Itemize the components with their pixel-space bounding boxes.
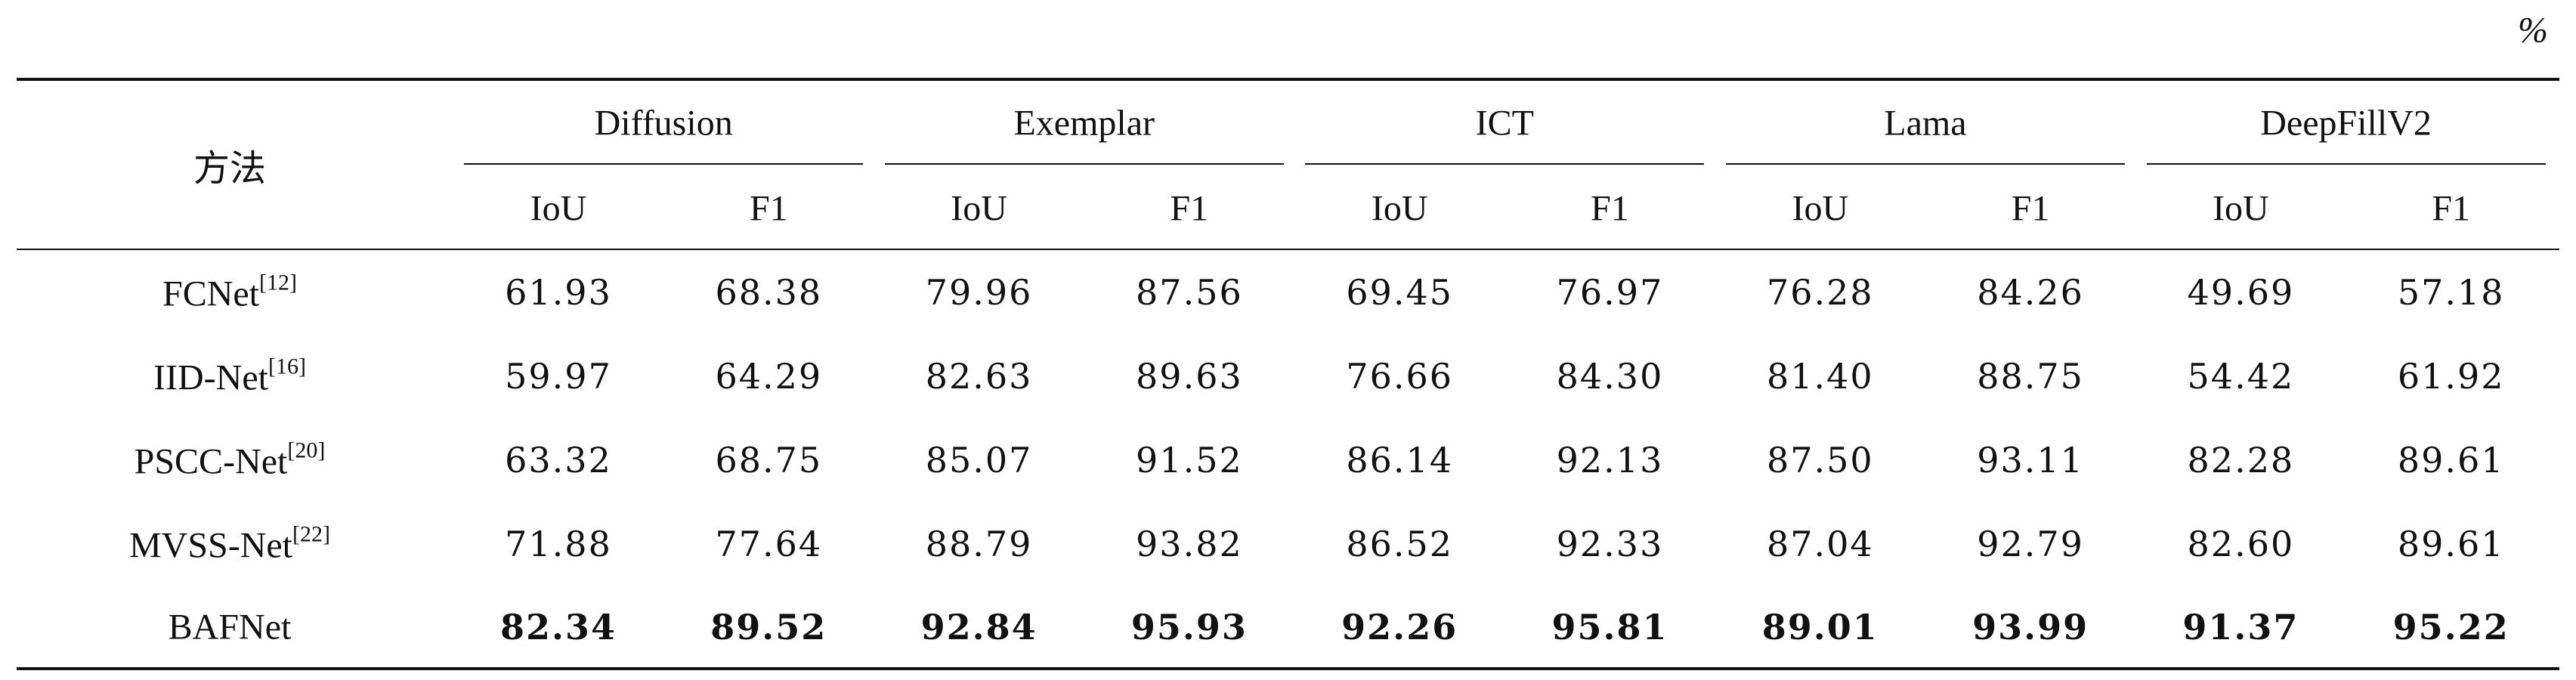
group-header: Lama	[1884, 103, 1967, 144]
method-name: PSCC-Net[20]	[135, 438, 326, 483]
subheader: IoU	[1792, 188, 1849, 229]
method-label: PSCC-Net	[134, 441, 288, 482]
cell-value: 89.61	[2397, 524, 2505, 564]
cell-value: 49.69	[2187, 272, 2295, 313]
cell-value: 88.79	[925, 524, 1033, 564]
subheader: IoU	[2213, 188, 2269, 229]
cell-value: 87.50	[1766, 440, 1874, 481]
cell-value: 92.26	[1341, 607, 1458, 648]
cell-value: 87.04	[1766, 524, 1874, 564]
cell-value: 81.40	[1766, 356, 1874, 397]
cell-value: 77.64	[715, 524, 823, 564]
group-header: Diffusion	[594, 103, 733, 144]
cell-value: 61.93	[505, 272, 612, 313]
cell-value: 76.97	[1556, 272, 1664, 313]
cell-value: 82.34	[499, 607, 617, 648]
cell-value: 89.52	[710, 607, 827, 648]
method-name: FCNet[12]	[162, 270, 297, 315]
method-name: MVSS-Net[22]	[129, 522, 330, 567]
cell-value: 82.63	[925, 356, 1033, 397]
cell-value: 61.92	[2397, 356, 2505, 397]
group-header: Exemplar	[1013, 103, 1155, 144]
top-rule	[17, 78, 2559, 81]
cell-value: 57.18	[2397, 272, 2505, 313]
group-rule	[1305, 163, 1705, 165]
subheader: IoU	[951, 188, 1007, 229]
cell-value: 95.22	[2392, 607, 2510, 648]
method-header: 方法	[193, 149, 267, 189]
cell-value: 69.45	[1346, 272, 1454, 313]
cell-value: 85.07	[925, 440, 1033, 481]
cell-value: 76.66	[1346, 356, 1454, 397]
group-header: ICT	[1475, 103, 1535, 144]
citation: [16]	[267, 354, 306, 379]
cell-value: 92.33	[1556, 524, 1664, 564]
method-label: IID-Net	[153, 357, 268, 398]
cell-value: 59.97	[505, 356, 612, 397]
cell-value: 89.61	[2397, 440, 2505, 481]
cell-value: 82.60	[2187, 524, 2295, 564]
cell-value: 93.99	[1972, 607, 2089, 648]
cell-value: 91.37	[2182, 607, 2299, 648]
citation: [22]	[292, 521, 331, 547]
bottom-rule	[17, 667, 2559, 670]
cell-value: 64.29	[715, 356, 823, 397]
group-rule	[884, 163, 1284, 165]
cell-value: 89.01	[1761, 607, 1879, 648]
subheader: IoU	[530, 188, 587, 229]
subheader: F1	[2432, 188, 2471, 229]
cell-value: 71.88	[505, 524, 612, 564]
header-rule	[17, 249, 2559, 250]
cell-value: 76.28	[1766, 272, 1874, 313]
method-label: FCNet	[162, 274, 260, 314]
cell-value: 93.82	[1136, 524, 1243, 564]
subheader: F1	[1591, 188, 1629, 229]
method-name: IID-Net[16]	[153, 354, 306, 399]
cell-value: 84.30	[1556, 356, 1664, 397]
method-label: BAFNet	[168, 607, 292, 648]
cell-value: 54.42	[2187, 356, 2295, 397]
citation: [12]	[259, 270, 297, 295]
cell-value: 79.96	[925, 272, 1033, 313]
group-rule	[2146, 163, 2546, 165]
cell-value: 92.13	[1556, 440, 1664, 481]
cell-value: 95.81	[1551, 607, 1668, 648]
cell-value: 88.75	[1977, 356, 2084, 397]
cell-value: 93.11	[1977, 440, 2084, 481]
cell-value: 82.28	[2187, 440, 2295, 481]
cell-value: 95.93	[1130, 607, 1248, 648]
cell-value: 89.63	[1136, 356, 1243, 397]
unit: %	[2518, 10, 2548, 51]
cell-value: 92.84	[920, 607, 1038, 648]
group-rule	[464, 163, 864, 165]
group-rule	[1725, 163, 2125, 165]
cell-value: 91.52	[1136, 440, 1243, 481]
citation: [20]	[287, 437, 326, 463]
cell-value: 68.75	[715, 440, 823, 481]
subheader: IoU	[1371, 188, 1428, 229]
cell-value: 84.26	[1977, 272, 2084, 313]
method-name: BAFNet	[169, 607, 292, 648]
cell-value: 68.38	[715, 272, 823, 313]
subheader: F1	[2011, 188, 2050, 229]
cell-value: 63.32	[505, 440, 612, 481]
cell-value: 86.14	[1346, 440, 1454, 481]
cell-value: 86.52	[1346, 524, 1454, 564]
subheader: F1	[749, 188, 788, 229]
method-label: MVSS-Net	[128, 525, 293, 566]
cell-value: 92.79	[1977, 524, 2084, 564]
group-header: DeepFillV2	[2260, 103, 2432, 144]
subheader: F1	[1170, 188, 1209, 229]
cell-value: 87.56	[1136, 272, 1243, 313]
